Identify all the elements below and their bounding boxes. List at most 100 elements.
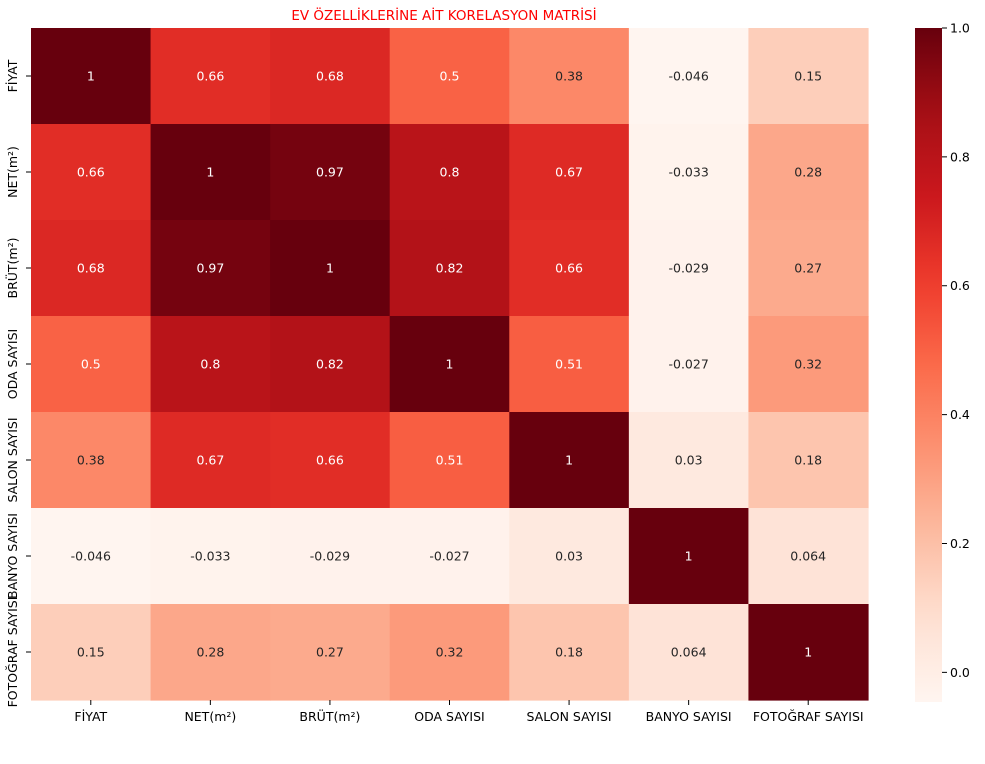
heatmap-cell	[150, 28, 271, 125]
heatmap-cell	[509, 28, 630, 125]
cell-annotation: 0.66	[316, 453, 344, 468]
heatmap-cell	[389, 28, 510, 125]
heatmap-cell	[748, 604, 869, 701]
cell-annotation: 0.97	[316, 165, 344, 180]
cell-annotation: 0.5	[81, 357, 101, 372]
x-tick-label: BRÜT(m²)	[299, 708, 360, 724]
cell-annotation: -0.029	[668, 261, 708, 276]
cell-annotation: 0.8	[440, 165, 460, 180]
cell-annotation: 0.18	[794, 453, 822, 468]
heatmap-cell	[748, 124, 869, 221]
cell-annotation: 0.67	[555, 165, 583, 180]
heatmap-cell	[628, 604, 750, 701]
heatmap-cells	[31, 28, 869, 701]
heatmap-cell	[509, 220, 630, 317]
colorbar-tick-label: 0.0	[950, 665, 970, 680]
cell-annotation: 0.03	[555, 549, 583, 564]
x-axis: FİYAT NET(m²) BRÜT(m²) ODA SAYISI SALON SAYI…	[74, 700, 864, 724]
chart-title: EV ÖZELLİKLERİNE AİT KORELASYON MATRİSİ	[291, 6, 596, 24]
cell-annotation: 1	[565, 453, 573, 468]
x-tick-label: ODA SAYISI	[414, 709, 484, 724]
heatmap-cell	[389, 316, 510, 413]
cell-annotation: 0.32	[436, 645, 464, 660]
heatmap-cell	[270, 604, 391, 701]
heatmap-cell	[389, 412, 510, 509]
cell-annotation: 0.15	[77, 645, 105, 660]
y-tick-label: FOTOĞRAF SAYISI	[5, 597, 20, 708]
cell-annotation: 0.51	[555, 357, 583, 372]
y-tick-label: BANYO SAYISI	[5, 513, 20, 599]
y-axis: FİYAT NET(m²) BRÜT(m²) ODA SAYISI SALON SAYI…	[4, 59, 31, 707]
y-tick-label: BRÜT(m²)	[4, 238, 20, 299]
y-tick-label: SALON SAYISI	[5, 417, 20, 502]
x-tick-label: BANYO SAYISI	[646, 709, 732, 724]
heatmap-cell	[31, 220, 152, 317]
heatmap-cell	[628, 124, 750, 221]
heatmap-cell	[628, 412, 750, 509]
heatmap-cell	[150, 604, 271, 701]
colorbar-tick-label: 0.4	[950, 407, 970, 422]
cell-annotation: 0.03	[675, 453, 703, 468]
heatmap-cell	[270, 124, 391, 221]
heatmap-cell	[150, 220, 271, 317]
cell-annotation: 0.97	[196, 261, 224, 276]
cell-annotations: 1 0.66 0.68 0.5 0.38 -0.046 0.15 0.66 1 0.97 0.8 0.…	[71, 69, 827, 660]
cell-annotation: 0.5	[440, 69, 460, 84]
cell-annotation: 0.27	[316, 645, 344, 660]
heatmap-cell	[628, 316, 750, 413]
heatmap-cell	[628, 28, 750, 125]
heatmap-cell	[748, 412, 869, 509]
heatmap-cell	[270, 316, 391, 413]
cell-annotation: -0.029	[310, 549, 350, 564]
heatmap-cell	[270, 412, 391, 509]
cell-annotation: 1	[206, 165, 214, 180]
colorbar-tick-label: 0.6	[950, 278, 970, 293]
heatmap-cell	[31, 508, 152, 605]
cell-annotation: 0.18	[555, 645, 583, 660]
colorbar-tick-label: 1.0	[950, 21, 970, 36]
cell-annotation: 0.28	[794, 165, 822, 180]
cell-annotation: -0.033	[668, 165, 708, 180]
heatmap-cell	[628, 508, 750, 605]
heatmap-cell	[748, 28, 869, 125]
cell-annotation: 0.51	[436, 453, 464, 468]
cell-annotation: 1	[326, 261, 334, 276]
cell-annotation: 0.27	[794, 261, 822, 276]
y-tick-label: FİYAT	[5, 59, 20, 92]
cell-annotation: 0.68	[77, 261, 105, 276]
cell-annotation: 0.67	[196, 453, 224, 468]
heatmap-cell	[270, 508, 391, 605]
heatmap-cell	[748, 316, 869, 413]
cell-annotation: 0.064	[671, 645, 707, 660]
cell-annotation: 1	[804, 645, 812, 660]
cell-annotation: -0.046	[668, 69, 708, 84]
cell-annotation: 0.66	[77, 165, 105, 180]
heatmap-cell	[31, 124, 152, 221]
heatmap-cell	[389, 220, 510, 317]
heatmap-cell	[509, 316, 630, 413]
cell-annotation: 1	[87, 69, 95, 84]
colorbar-tick-label: 0.8	[950, 149, 970, 164]
heatmap-cell	[31, 316, 152, 413]
cell-annotation: 0.82	[436, 261, 464, 276]
cell-annotation: 0.064	[790, 549, 826, 564]
heatmap-cell	[270, 220, 391, 317]
heatmap-cell	[270, 28, 391, 125]
heatmap-cell	[150, 124, 271, 221]
colorbar-ticks: 0.0 0.2 0.4 0.6 0.8 1.0	[942, 21, 970, 680]
cell-annotation: 0.68	[316, 69, 344, 84]
heatmap-cell	[150, 508, 271, 605]
heatmap-cell	[748, 220, 869, 317]
cell-annotation: 0.15	[794, 69, 822, 84]
heatmap-cell	[31, 604, 152, 701]
heatmap-cell	[150, 316, 271, 413]
y-tick-label: ODA SAYISI	[5, 329, 20, 399]
cell-annotation: 0.38	[555, 69, 583, 84]
heatmap-cell	[31, 28, 152, 125]
cell-annotation: 0.66	[196, 69, 224, 84]
x-tick-label: SALON SAYISI	[527, 709, 612, 724]
cell-annotation: -0.046	[71, 549, 111, 564]
cell-annotation: 0.82	[316, 357, 344, 372]
